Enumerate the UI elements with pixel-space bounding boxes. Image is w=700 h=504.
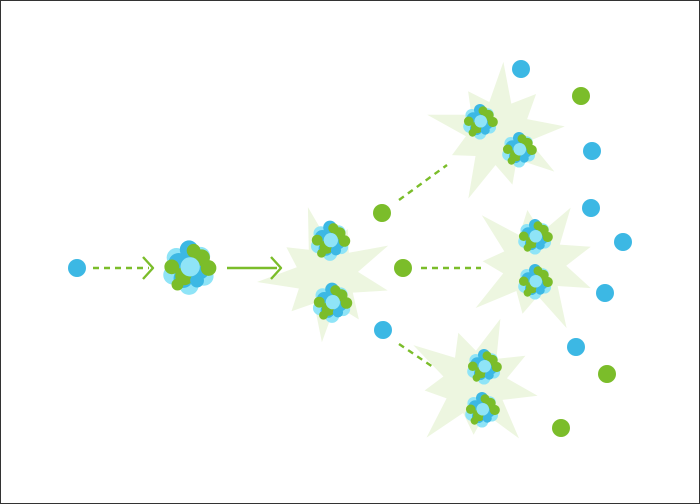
nucleon [482,413,492,423]
nucleon [513,142,527,156]
neutron-icon [596,284,614,302]
nucleon [463,116,474,127]
reaction-arrows [93,164,481,368]
nucleon [171,278,184,291]
nucleon [535,240,545,250]
nucleon [533,266,543,276]
nucleon [533,221,543,231]
nucleon [313,296,325,308]
neutron-icon [614,233,632,251]
nucleon [325,295,340,310]
nucleon [470,416,479,425]
nucleon [317,248,326,258]
fission-fragment-icon [502,132,537,168]
nucleon [338,235,351,247]
nucleon [330,285,341,296]
free-particles [68,60,632,437]
nucleon [482,351,492,361]
nucleon [523,243,532,252]
neutron-icon [567,338,585,356]
fission-fragment-icon [518,264,553,300]
nucleon [478,359,492,373]
proton-icon [394,259,412,277]
nucleon [186,243,201,258]
nucleon [332,307,344,318]
neutron-icon [68,259,86,277]
nucleon [489,404,500,416]
nucleon [529,229,543,243]
arrow-head-icon [142,256,155,280]
fission-fragment-icon [312,282,353,323]
nucleon [480,394,490,404]
neutron-icon [512,60,530,78]
nucleon [340,297,353,309]
nucleon [542,231,553,243]
nucleon [523,288,532,297]
nucleon [190,273,204,288]
nucleon [328,223,339,234]
fission-fragment-icon [467,349,502,385]
nucleon [323,233,338,248]
nucleon [311,234,323,246]
fission-fragment-icon [310,220,351,261]
nucleon [526,144,537,156]
nucleon [484,370,494,380]
fission-fragment-icon [463,104,498,140]
nucleon [480,125,490,135]
nucleon [180,257,200,277]
nucleon [502,144,513,155]
nucleon [529,274,543,288]
proton-icon [572,87,590,105]
branch-arrow [398,343,434,368]
neutron-icon [583,142,601,160]
nucleon [472,373,481,382]
nucleon [518,231,529,242]
energy-burst-icon [257,207,389,343]
nucleus-icon [163,240,217,295]
fission-fragment-icon [518,219,553,255]
nucleon [542,276,553,288]
proton-icon [552,419,570,437]
neutron-icon [582,199,600,217]
nucleon [330,245,342,256]
nucleon [478,106,488,116]
fission-fragment-icon [465,392,500,428]
proton-icon [598,365,616,383]
energy-burst-icon [427,61,565,199]
nucleon [319,310,328,320]
nucleon [507,156,516,165]
nuclei [163,104,553,428]
nucleon [467,361,478,372]
nucleon [200,260,217,276]
nucleon [468,128,477,137]
nucleon [519,153,529,163]
nucleon [487,116,498,128]
nucleon [164,259,180,275]
nucleon [518,276,529,287]
arrow-head-icon [270,256,283,280]
nucleon [535,285,545,295]
nucleon [474,114,488,128]
nucleon [476,402,490,416]
proton-icon [373,204,391,222]
nucleon [517,134,527,144]
nucleon [491,361,502,373]
nucleon [465,404,476,415]
neutron-icon [374,321,392,339]
branch-arrow [398,164,448,201]
